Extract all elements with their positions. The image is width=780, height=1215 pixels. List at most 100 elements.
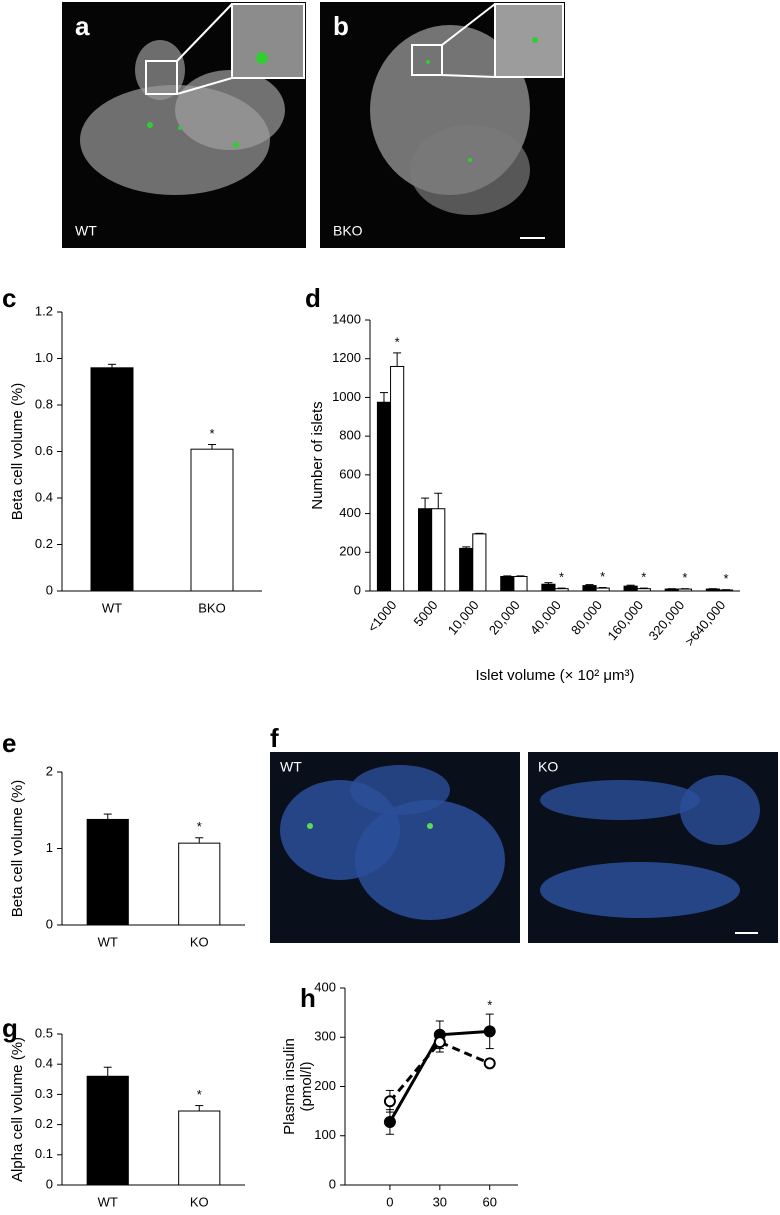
bar bbox=[86, 1075, 129, 1186]
bar bbox=[595, 587, 610, 592]
x-tick-label: 10,000 bbox=[445, 597, 482, 637]
bar bbox=[718, 589, 734, 592]
marker bbox=[433, 1036, 446, 1049]
panel-letter: g bbox=[2, 1013, 18, 1043]
significance-mark: * bbox=[723, 571, 728, 586]
y-axis-label: Beta cell volume (%) bbox=[9, 780, 26, 918]
y-axis-label: Alpha cell volume (%) bbox=[9, 1037, 26, 1182]
panel-letter: e bbox=[2, 728, 16, 758]
image-label: WT bbox=[75, 223, 97, 239]
x-tick-label: 20,000 bbox=[486, 597, 523, 637]
bar bbox=[623, 585, 638, 592]
significance-mark: * bbox=[600, 569, 605, 584]
bar bbox=[431, 508, 446, 592]
x-tick-label: WT bbox=[98, 934, 118, 949]
significance-mark: * bbox=[559, 570, 564, 585]
y-tick-label: 0.2 bbox=[35, 1116, 53, 1131]
x-tick-label: 0 bbox=[386, 1194, 393, 1209]
y-tick-label: 600 bbox=[339, 466, 361, 481]
image-panel: f WT KO bbox=[270, 723, 778, 943]
x-tick-label: KO bbox=[190, 934, 209, 949]
y-tick-label: 200 bbox=[314, 1078, 336, 1093]
marker bbox=[483, 1025, 496, 1038]
y-tick-label: 0.4 bbox=[35, 489, 53, 504]
bar bbox=[190, 448, 234, 592]
y-tick-label: 100 bbox=[314, 1127, 336, 1142]
significance-mark: * bbox=[641, 570, 646, 585]
x-tick-label: WT bbox=[98, 1194, 118, 1209]
panel-letter: f bbox=[270, 723, 279, 753]
y-tick-label: 200 bbox=[339, 544, 361, 559]
y-tick-label: 1000 bbox=[332, 389, 361, 404]
x-tick-label: 5000 bbox=[411, 597, 441, 629]
panel-letter: a bbox=[75, 11, 90, 41]
x-tick-label: >640,000 bbox=[682, 597, 729, 648]
bar bbox=[376, 401, 392, 592]
image-label: WT bbox=[280, 759, 302, 775]
x-tick-label: <1000 bbox=[365, 597, 400, 635]
y-tick-label: 0 bbox=[354, 582, 361, 597]
bar bbox=[636, 588, 651, 592]
x-tick-label: 80,000 bbox=[568, 597, 605, 637]
x-tick-label: 40,000 bbox=[527, 597, 564, 637]
image-panel: b BKO bbox=[320, 2, 565, 248]
y-tick-label: 0.6 bbox=[35, 443, 53, 458]
bar bbox=[418, 508, 433, 592]
marker bbox=[383, 1115, 396, 1128]
y-tick-label: 0.1 bbox=[35, 1146, 53, 1161]
bar bbox=[178, 842, 221, 926]
significance-mark: * bbox=[197, 819, 202, 834]
y-tick-label: 1.2 bbox=[35, 303, 53, 318]
bar bbox=[472, 533, 487, 592]
significance-mark: * bbox=[209, 426, 214, 441]
y-tick-label: 300 bbox=[314, 1029, 336, 1044]
panel-letter: c bbox=[2, 283, 16, 313]
bar bbox=[90, 367, 134, 592]
panel-letter: d bbox=[305, 283, 321, 313]
x-tick-label: WT bbox=[102, 600, 122, 615]
bar bbox=[582, 585, 597, 592]
bar bbox=[705, 588, 720, 592]
y-tick-label: 400 bbox=[339, 505, 361, 520]
y-tick-label: 1200 bbox=[332, 350, 361, 365]
x-axis-label: Islet volume (× 10² μm³) bbox=[475, 667, 634, 684]
bar bbox=[500, 575, 515, 592]
bar bbox=[541, 583, 556, 592]
bar bbox=[677, 588, 692, 592]
y-tick-label: 0.5 bbox=[35, 1025, 53, 1040]
x-tick-label: 160,000 bbox=[604, 597, 646, 643]
panel-letter: h bbox=[300, 983, 316, 1013]
y-axis-label: Number of islets bbox=[309, 401, 326, 509]
image-panel: a WT bbox=[62, 2, 306, 248]
panel-letter: b bbox=[333, 11, 349, 41]
bar bbox=[178, 1110, 221, 1186]
y-axis-label: (pmol/l) bbox=[298, 1061, 315, 1111]
y-tick-label: 1.0 bbox=[35, 350, 53, 365]
y-tick-label: 0.3 bbox=[35, 1086, 53, 1101]
x-tick-label: 320,000 bbox=[646, 597, 688, 643]
bar bbox=[390, 365, 405, 592]
bar bbox=[513, 575, 528, 592]
significance-mark: * bbox=[395, 334, 400, 349]
image-label: KO bbox=[538, 759, 558, 775]
x-tick-label: KO bbox=[190, 1194, 209, 1209]
significance-mark: * bbox=[682, 570, 687, 585]
y-axis-label: Plasma insulin bbox=[281, 1038, 298, 1135]
y-tick-label: 2 bbox=[46, 763, 53, 778]
y-tick-label: 0 bbox=[46, 1176, 53, 1191]
significance-mark: * bbox=[487, 998, 492, 1013]
y-tick-label: 0.4 bbox=[35, 1056, 53, 1071]
x-tick-label: 60 bbox=[482, 1194, 496, 1209]
y-tick-label: 400 bbox=[314, 979, 336, 994]
bar bbox=[86, 818, 129, 926]
bar bbox=[554, 588, 569, 592]
y-tick-label: 0.8 bbox=[35, 396, 53, 411]
y-tick-label: 1400 bbox=[332, 311, 361, 326]
x-tick-label: 30 bbox=[433, 1194, 447, 1209]
y-tick-label: 0.2 bbox=[35, 536, 53, 551]
marker bbox=[383, 1095, 396, 1108]
bar bbox=[664, 588, 679, 592]
bar bbox=[459, 547, 474, 592]
y-tick-label: 0 bbox=[46, 582, 53, 597]
